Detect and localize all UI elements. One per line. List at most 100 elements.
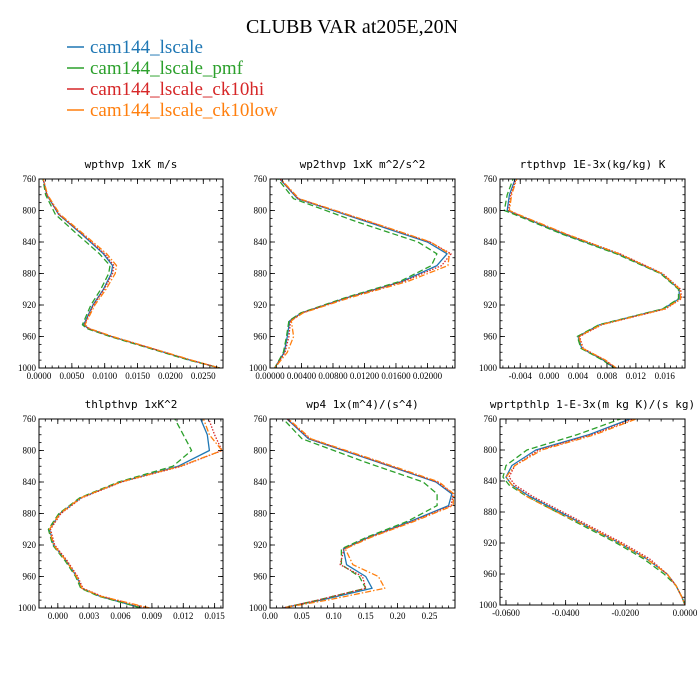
- x-tick-label: 0.0200: [158, 371, 183, 381]
- y-tick-label: 1000: [479, 600, 498, 610]
- y-tick-label: 840: [484, 476, 498, 486]
- y-tick-label: 920: [254, 300, 268, 310]
- series-group: [502, 419, 685, 605]
- series-line-1: [42, 179, 220, 368]
- panel-title: wprtpthlp 1-E-3x(m kg K)/(s kg): [490, 398, 695, 411]
- y-tick-label: 800: [254, 446, 268, 456]
- x-tick-label: -0.004: [509, 371, 533, 381]
- legend-label: cam144_lscale_ck10hi: [90, 79, 264, 100]
- x-tick-label: 0.016: [655, 371, 676, 381]
- x-tick-label: 0.0250: [191, 371, 216, 381]
- y-tick-label: 920: [484, 300, 498, 310]
- y-tick-label: 800: [484, 206, 498, 216]
- plot-frame: [38, 178, 224, 369]
- panel-6: wprtpthlp 1-E-3x(m kg K)/(s kg) 760 800 840…: [479, 398, 698, 618]
- plot-frame: [499, 178, 686, 369]
- x-tick-label: 0.01200: [350, 371, 380, 381]
- y-tick-label: 760: [484, 414, 498, 424]
- y-tick-label: 920: [484, 538, 498, 548]
- series-line-4: [274, 179, 451, 368]
- y-tick-label: 840: [484, 237, 498, 247]
- x-tick-label: 0.25: [422, 611, 438, 621]
- panels: wpthvp 1xK m/s 760 800 840 880 920 960 1000 0.00…: [18, 158, 698, 621]
- x-tick-label: 0.10: [326, 611, 342, 621]
- series-line-3: [508, 419, 685, 605]
- y-tick-label: 760: [23, 414, 37, 424]
- legend-entry: cam144_lscale_ck10low: [67, 100, 278, 121]
- series-line-2: [47, 419, 193, 608]
- y-tick-label: 960: [23, 332, 37, 342]
- series-line-1: [48, 419, 211, 608]
- x-tick-label: 0.15: [358, 611, 374, 621]
- x-tick-label: 0.05: [294, 611, 310, 621]
- x-tick-label: 0.0100: [92, 371, 117, 381]
- panel-title: wp4 1x(m^4)/(s^4): [306, 398, 419, 411]
- series-line-2: [502, 419, 685, 605]
- x-tick-label: 0.01600: [381, 371, 411, 381]
- x-tick-label: 0.20: [390, 611, 406, 621]
- series-line-3: [282, 419, 454, 608]
- x-tick-label: 0.015: [205, 611, 226, 621]
- series-line-4: [508, 179, 682, 368]
- series-line-3: [42, 179, 220, 368]
- series-line-1: [274, 179, 448, 368]
- figure-title: CLUBB VAR at205E,20N: [246, 16, 458, 38]
- legend-entry: cam144_lscale: [67, 37, 203, 58]
- plot-frame: [38, 418, 224, 609]
- series-group: [47, 419, 223, 608]
- y-tick-label: 920: [23, 300, 37, 310]
- panel-title: wpthvp 1xK m/s: [85, 158, 178, 171]
- y-tick-label: 800: [23, 446, 37, 456]
- panel-1: wpthvp 1xK m/s76080084088092096010000.00…: [18, 158, 224, 381]
- legend-entry: cam144_lscale_ck10hi: [67, 79, 264, 100]
- legend-entry: cam144_lscale_pmf: [67, 58, 244, 79]
- y-tick-label: 800: [254, 206, 268, 216]
- series-line-2: [503, 179, 680, 368]
- x-tick-label: 0.0050: [59, 371, 84, 381]
- x-tick-label: 0.00: [262, 611, 278, 621]
- series-group: [503, 179, 683, 368]
- y-tick-label: 760: [254, 174, 268, 184]
- x-tick-label: 0.000: [539, 371, 560, 381]
- y-tick-label: 1000: [479, 363, 498, 373]
- panel-2: wp2thvp 1xK m^2/s^2 760 800 840 880 920 960 100…: [249, 158, 456, 381]
- x-tick-label: 0.000: [48, 611, 69, 621]
- legend-label: cam144_lscale_pmf: [90, 58, 244, 79]
- series-group: [274, 179, 452, 368]
- series-line-2: [282, 419, 438, 608]
- series-group: [42, 179, 220, 368]
- panel-title: rtpthvp 1E-3x(kg/kg) K: [520, 158, 666, 171]
- y-tick-label: 880: [254, 509, 268, 519]
- panel-4: thlpthvp 1xK^2 760 800 840 880 920 960 1000 0.00…: [18, 398, 225, 621]
- y-tick-label: 880: [254, 269, 268, 279]
- panel-5: wp4 1x(m^4)/(s^4)76080084088092096010000…: [249, 398, 456, 621]
- x-tick-label: -0.0200: [611, 608, 639, 618]
- y-tick-label: 880: [23, 509, 37, 519]
- series-line-4: [505, 419, 685, 605]
- y-tick-label: 920: [254, 540, 268, 550]
- y-tick-label: 760: [484, 174, 498, 184]
- x-tick-label: 0.006: [110, 611, 131, 621]
- series-group: [282, 419, 455, 608]
- plot-frame: [499, 418, 686, 606]
- series-line-4: [282, 419, 455, 608]
- y-tick-label: 880: [484, 507, 498, 517]
- y-tick-label: 920: [23, 540, 37, 550]
- y-tick-label: 800: [484, 445, 498, 455]
- y-tick-label: 840: [23, 237, 37, 247]
- legend: cam144_lscalecam144_lscale_pmfcam144_lsc…: [67, 37, 278, 121]
- y-tick-label: 960: [23, 572, 37, 582]
- series-line-2: [274, 179, 438, 368]
- panel-title: wp2thvp 1xK m^2/s^2: [300, 158, 426, 171]
- plot-frame: [269, 418, 456, 609]
- y-tick-label: 1000: [18, 603, 37, 613]
- y-tick-label: 960: [484, 332, 498, 342]
- y-tick-label: 760: [23, 174, 37, 184]
- x-tick-label: 0.00800: [318, 371, 348, 381]
- x-tick-label: 0.008: [597, 371, 618, 381]
- y-tick-label: 880: [23, 269, 37, 279]
- x-tick-label: 0.0000: [27, 371, 52, 381]
- series-line-4: [48, 419, 223, 608]
- x-tick-label: 0.012: [173, 611, 193, 621]
